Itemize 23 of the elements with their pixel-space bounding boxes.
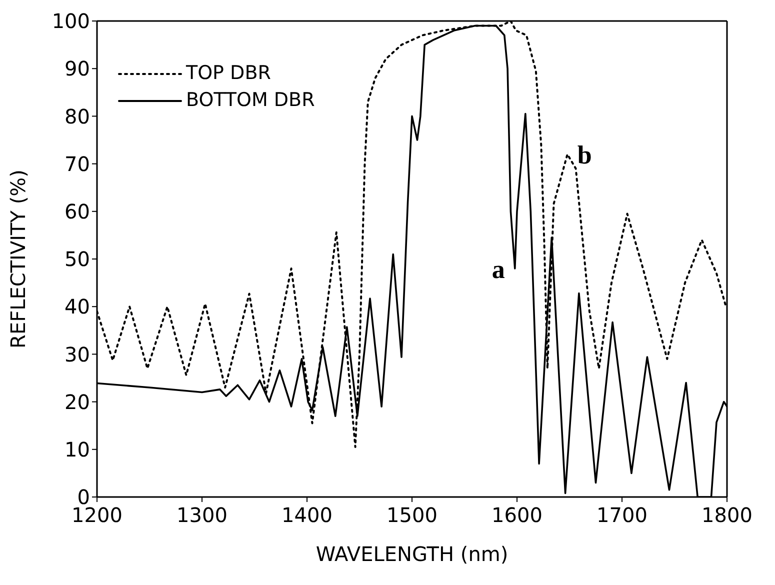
annotation: a: [492, 254, 505, 284]
x-tick-label: 1500: [386, 503, 438, 528]
y-tick-label: 50: [64, 247, 90, 272]
x-tick-label: 1600: [492, 503, 542, 528]
y-tick-label: 60: [64, 200, 90, 224]
x-tick-label: 1800: [702, 503, 752, 528]
legend-label: TOP DBR: [186, 61, 271, 86]
y-tick-label: 40: [64, 294, 90, 319]
x-tick-label: 1700: [596, 503, 648, 528]
y-tick-label: 30: [64, 342, 90, 366]
y-tick-label: 20: [64, 390, 90, 414]
x-tick-label: 1400: [282, 503, 332, 528]
y-axis-title: REFLECTIVITY (%): [6, 170, 30, 348]
x-tick-label: 1200: [72, 503, 122, 528]
x-axis-title: WAVELENGTH (nm): [316, 542, 508, 566]
y-tick-label: 80: [64, 104, 90, 128]
annotation: b: [577, 140, 592, 170]
y-tick-label: 100: [52, 9, 90, 34]
y-tick-label: 90: [64, 56, 90, 81]
x-tick-label: 1300: [176, 503, 228, 528]
legend-label: BOTTOM DBR: [186, 88, 315, 113]
y-tick-label: 10: [64, 438, 90, 462]
y-tick-label: 70: [64, 152, 90, 176]
